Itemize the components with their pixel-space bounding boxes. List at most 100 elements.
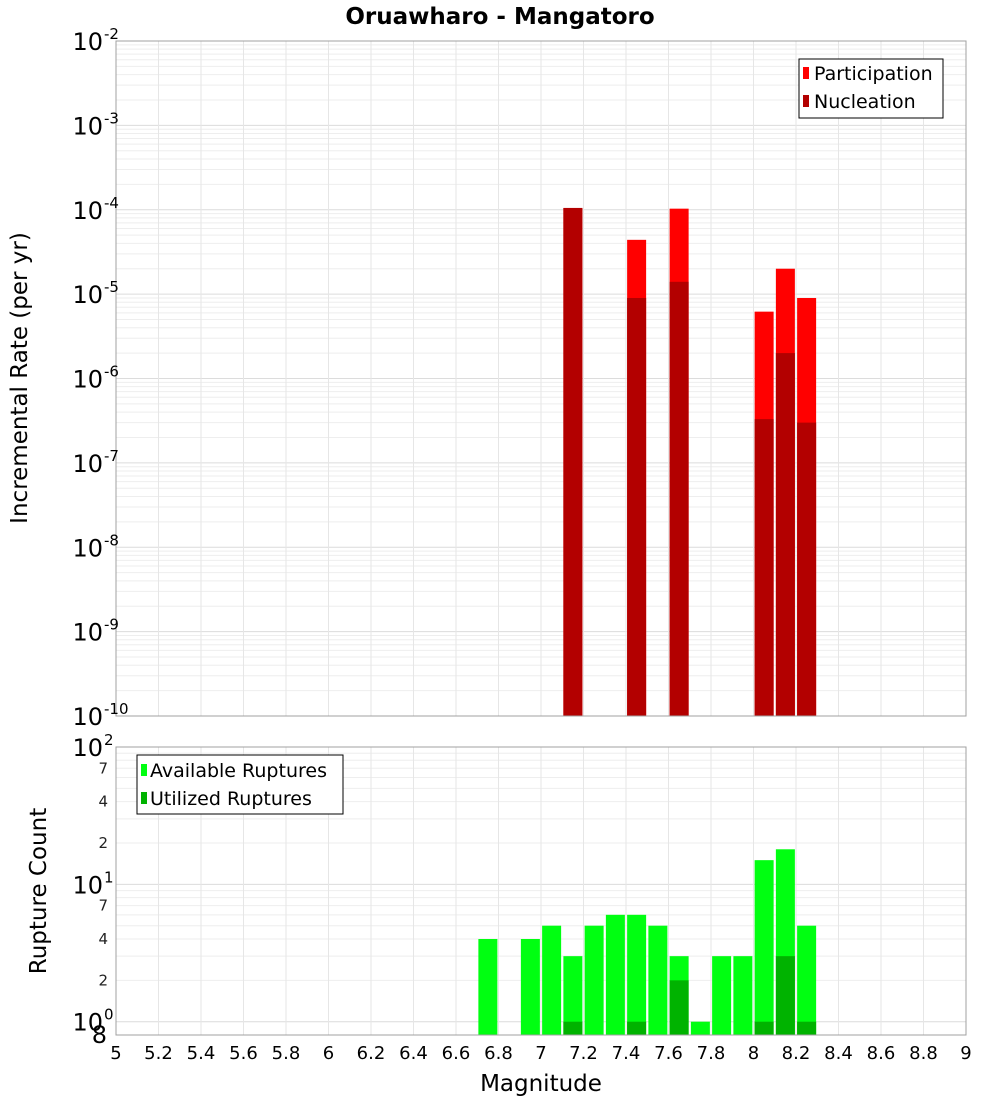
nucleation-swatch (803, 95, 809, 107)
magnitude-tick-label: 5.8 (272, 1043, 301, 1064)
available-ruptures-bar (542, 925, 562, 1035)
chart-title: Oruawharo - Mangatoro (345, 4, 654, 30)
magnitude-tick-label: 7.6 (654, 1043, 683, 1064)
magnitude-tick-label: 6 (323, 1043, 334, 1064)
count-legend-box (136, 754, 344, 815)
rate-bars (563, 207, 817, 716)
magnitude-tick-label: 6.4 (399, 1043, 428, 1064)
rate-y-tick-label: 10 (72, 112, 103, 140)
count-y-tick-label: 4 (98, 930, 108, 948)
count-y-tick-label: 4 (98, 793, 108, 811)
available-ruptures-bar (605, 914, 625, 1035)
rate-y-tick-exponent: -6 (104, 363, 119, 381)
rate-y-tick-exponent: -9 (104, 616, 119, 634)
rate-legend-box (798, 58, 944, 119)
rate-y-tick-label: 10 (72, 619, 103, 647)
available-ruptures-bar (563, 956, 583, 1035)
nucleation-bar (797, 422, 817, 716)
utilized-ruptures-bar (775, 956, 795, 1035)
magnitude-tick-label: 6.6 (442, 1043, 471, 1064)
rate-y-tick-label: 10 (72, 366, 103, 394)
available-ruptures-bar (754, 860, 774, 1035)
available-ruptures-bar (478, 939, 498, 1035)
magnitude-tick-label: 5.6 (229, 1043, 258, 1064)
magnitude-tick-label: 5.4 (187, 1043, 216, 1064)
available-ruptures-swatch (141, 764, 147, 776)
utilized-ruptures-bar (669, 980, 689, 1035)
magnitude-tick-label: 7.8 (697, 1043, 726, 1064)
rate-y-tick-exponent: -7 (104, 447, 119, 465)
count-y-tick-label: 7 (98, 759, 108, 777)
magnitude-x-label: Magnitude (480, 1071, 602, 1097)
nucleation-bar (754, 419, 774, 716)
count-y-tick-label: 2 (98, 834, 108, 852)
count-bars (478, 849, 817, 1035)
count-y-tick-label: 10 (72, 1009, 103, 1037)
utilized-ruptures-bar (797, 1021, 817, 1035)
magnitude-tick-label: 5.2 (144, 1043, 173, 1064)
magnitude-tick-label: 8 (748, 1043, 759, 1064)
magnitude-tick-label: 6.8 (484, 1043, 513, 1064)
count-y-tick-label: 10 (72, 871, 103, 899)
count-y-tick-exponent: 2 (104, 731, 114, 749)
magnitude-tick-label: 7.2 (569, 1043, 598, 1064)
available-ruptures-bar (520, 939, 540, 1035)
rate-y-tick-label: 10 (72, 703, 103, 731)
utilized-ruptures-bar (754, 1021, 774, 1035)
rate-y-tick-exponent: -5 (104, 278, 119, 296)
magnitude-tick-label: 8.6 (867, 1043, 896, 1064)
available-ruptures-bar (712, 956, 732, 1035)
magnitude-tick-label: 5 (110, 1043, 121, 1064)
nucleation-legend-label: Nucleation (814, 91, 916, 113)
participation-legend-label: Participation (814, 63, 933, 85)
nucleation-bar (669, 281, 689, 716)
count-y-tick-exponent: 0 (104, 1006, 114, 1024)
rate-y-tick-exponent: -4 (104, 194, 119, 212)
magnitude-tick-label: 8.4 (824, 1043, 853, 1064)
rate-y-tick-exponent: -8 (104, 531, 119, 549)
utilized-ruptures-bar (627, 1021, 647, 1035)
rate-y-label: Incremental Rate (per yr) (7, 232, 33, 524)
count-y-tick-exponent: 1 (104, 868, 114, 886)
available-ruptures-bar (690, 1021, 710, 1035)
rate-y-tick-label: 10 (72, 534, 103, 562)
nucleation-bar (627, 297, 647, 716)
available-ruptures-bar (627, 914, 647, 1035)
utilized-ruptures-legend-label: Utilized Ruptures (150, 788, 312, 810)
available-ruptures-bar (733, 956, 753, 1035)
count-plot-frame (115, 746, 967, 1036)
magnitude-tick-label: 9 (960, 1043, 971, 1064)
available-ruptures-bar (584, 925, 604, 1035)
count-legend: Available Ruptures Utilized Ruptures (136, 754, 344, 815)
rate-plot-frame (115, 40, 967, 717)
nucleation-bar (775, 353, 795, 716)
rate-y-tick-label: 10 (72, 197, 103, 225)
utilized-ruptures-bar (563, 1021, 583, 1035)
count-y-tick-label: 7 (98, 897, 108, 915)
rate-y-tick-exponent: -10 (104, 700, 129, 718)
available-ruptures-bar (797, 925, 817, 1035)
magnitude-tick-label: 8.8 (909, 1043, 938, 1064)
rate-y-tick-label: 10 (72, 28, 103, 56)
utilized-ruptures-swatch (141, 792, 147, 804)
count-y-tick-label: 2 (98, 971, 108, 989)
participation-swatch (803, 67, 809, 79)
rate-legend: Participation Nucleation (798, 58, 944, 119)
magnitude-tick-label: 7 (535, 1043, 546, 1064)
available-ruptures-legend-label: Available Ruptures (150, 760, 327, 782)
available-ruptures-bar (648, 925, 668, 1035)
rate-grid (115, 41, 967, 717)
magnitude-tick-label: 6.2 (357, 1043, 386, 1064)
magnitude-tick-label: 8.2 (782, 1043, 811, 1064)
nucleation-bar (563, 207, 583, 716)
rate-y-tick-exponent: -2 (104, 25, 119, 43)
magnitude-tick-label: 7.4 (612, 1043, 641, 1064)
rate-y-tick-label: 10 (72, 450, 103, 478)
rate-y-tick-exponent: -3 (104, 109, 119, 127)
count-y-tick-label: 10 (72, 734, 103, 762)
